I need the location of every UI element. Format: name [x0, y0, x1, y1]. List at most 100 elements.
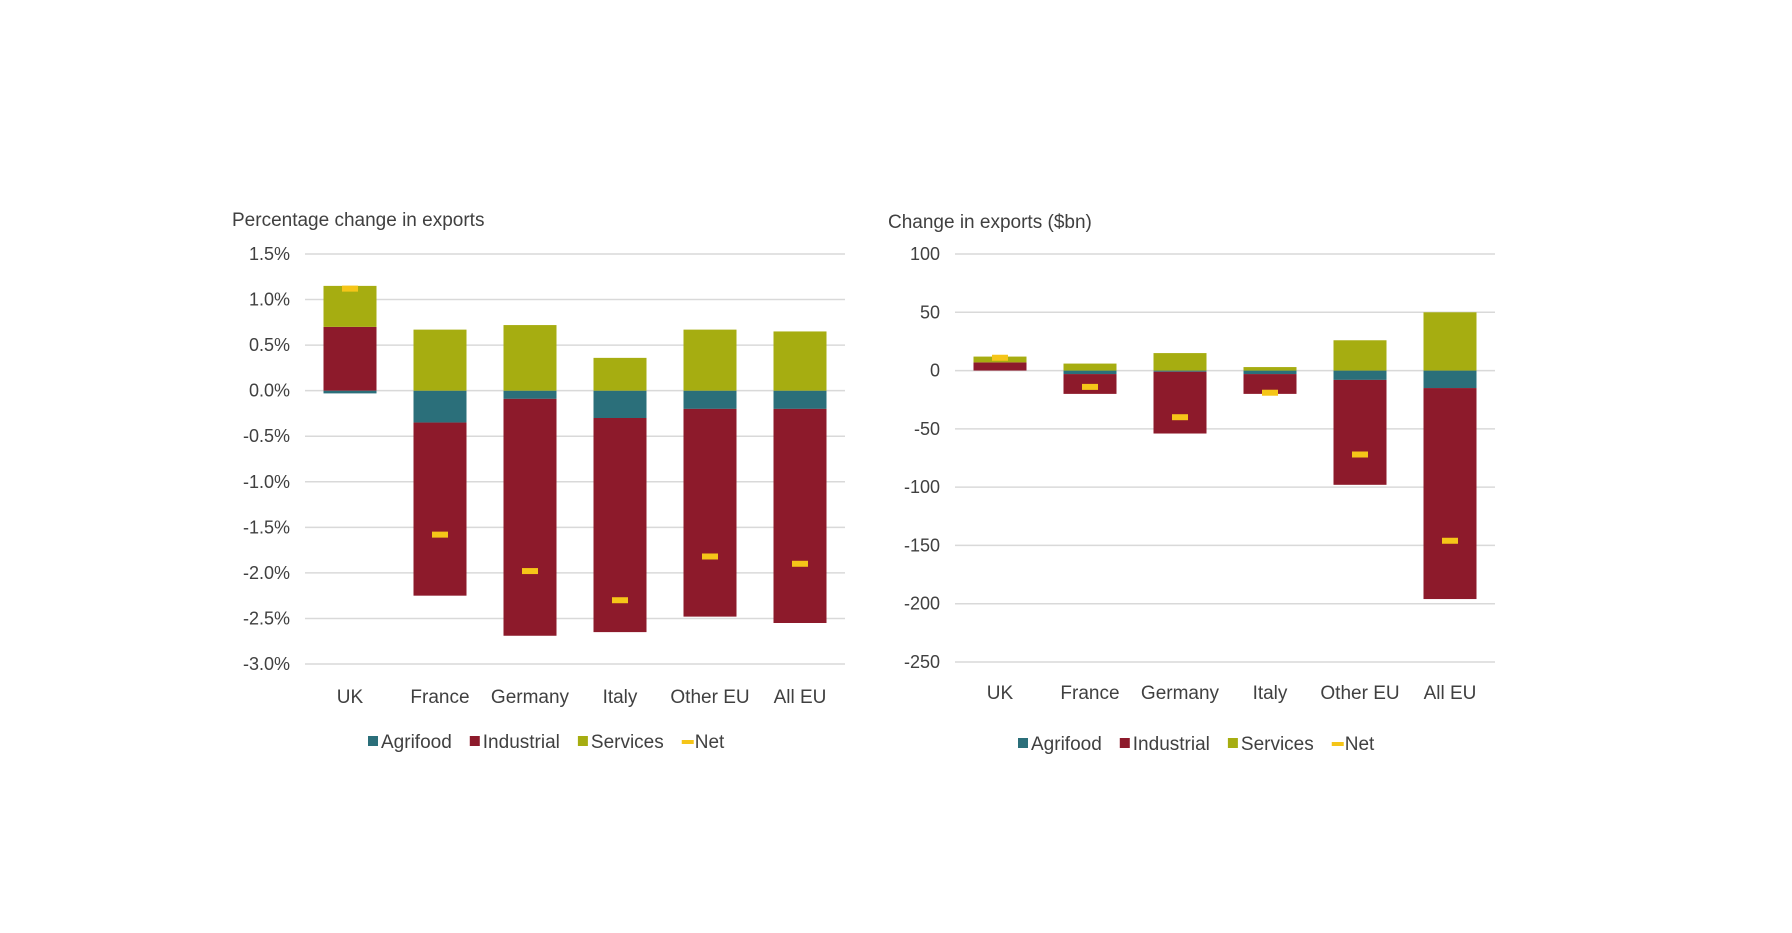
y-tick-label: 0.0% [249, 381, 290, 401]
legend-item-net: Net [1331, 734, 1375, 755]
bar-services-all-eu [1423, 312, 1477, 371]
legend-item-industrial: Industrial [1119, 734, 1210, 755]
x-tick-label: All EU [1424, 683, 1477, 704]
bar-industrial-germany [1153, 371, 1207, 434]
y-tick-label: -250 [904, 652, 940, 672]
net-marker-uk [342, 285, 358, 292]
x-tick-label: UK [987, 683, 1014, 704]
legend-item-agrifood: Agrifood [1018, 734, 1102, 755]
bar-agrifood-all-eu [1423, 370, 1477, 389]
bar-services-uk [323, 285, 377, 327]
y-tick-label: 1.5% [249, 244, 290, 264]
net-marker-uk [992, 354, 1008, 361]
x-tick-label: Germany [491, 687, 570, 708]
y-tick-label: -1.0% [243, 472, 290, 492]
net-marker-france [1082, 383, 1098, 390]
bar-services-germany [1153, 353, 1207, 371]
x-tick-label: UK [337, 687, 364, 708]
net-marker-france [432, 531, 448, 538]
change-bn-chart-svg: Change in exports ($bn) 100 50 0 -50 -100 -150… [888, 212, 1495, 755]
x-tick-label: Italy [1253, 683, 1288, 704]
bar-industrial-uk [323, 326, 377, 391]
y-tick-label: -1.5% [243, 517, 290, 537]
legend-item-industrial: Industrial [469, 732, 560, 753]
percentage-change-chart-svg: Percentage change in exports 1.5% 1.0% 0.5%… [232, 210, 845, 753]
bar-agrifood-other-eu [1333, 370, 1387, 380]
x-tick-label: Other EU [670, 687, 749, 708]
bar-services-italy [593, 357, 647, 391]
bar-agrifood-italy [1243, 370, 1297, 375]
legend-swatch-industrial [1119, 738, 1130, 748]
legend-label: Agrifood [1031, 734, 1102, 755]
y-tick-label: 0.5% [249, 335, 290, 355]
y-tick-label: -2.5% [243, 608, 290, 628]
x-tick-label: Italy [603, 687, 638, 708]
legend-label: Net [1345, 734, 1375, 755]
bar-services-france [413, 329, 467, 391]
chart-title: Percentage change in exports [232, 210, 484, 231]
legend-label: Industrial [1133, 734, 1210, 755]
x-tick-label: Germany [1141, 683, 1220, 704]
bar-industrial-other-eu [1333, 379, 1387, 485]
legend-swatch-agrifood [1018, 738, 1028, 748]
net-marker-germany [522, 568, 538, 575]
x-tick-label: France [1060, 683, 1119, 704]
net-marker-all-eu [1442, 537, 1458, 544]
legend-item-services: Services [1227, 734, 1314, 755]
net-marker-other-eu [1352, 451, 1368, 458]
net-marker-germany [1172, 414, 1188, 421]
bar-services-france [1063, 363, 1117, 371]
legend-label: Net [695, 732, 725, 753]
legend-item-agrifood: Agrifood [368, 732, 452, 753]
bar-agrifood-france [413, 390, 467, 423]
bar-agrifood-france [1063, 370, 1117, 375]
legend-label: Agrifood [381, 732, 452, 753]
bar-services-other-eu [683, 329, 737, 391]
y-tick-label: -100 [904, 477, 940, 497]
legend-label: Services [591, 732, 664, 753]
x-tick-label: France [410, 687, 469, 708]
legend-swatch-industrial [469, 736, 480, 746]
x-tick-label: Other EU [1320, 683, 1399, 704]
bar-agrifood-germany [1153, 370, 1207, 372]
legend-item-net: Net [681, 732, 725, 753]
net-marker-italy [612, 597, 628, 604]
bar-services-other-eu [1333, 340, 1387, 371]
bar-agrifood-germany [503, 390, 557, 399]
net-marker-other-eu [702, 553, 718, 560]
bar-industrial-all-eu [1423, 388, 1477, 600]
bar-services-germany [503, 325, 557, 391]
legend-swatch-net [681, 740, 694, 744]
bar-industrial-other-eu [683, 408, 737, 617]
bar-industrial-france [413, 422, 467, 596]
net-marker-all-eu [792, 560, 808, 567]
y-tick-label: -3.0% [243, 654, 290, 674]
legend-swatch-agrifood [368, 736, 378, 746]
bar-industrial-italy [1243, 374, 1297, 394]
y-tick-label: 50 [920, 302, 940, 322]
legend-label: Industrial [483, 732, 560, 753]
x-tick-label: All EU [774, 687, 827, 708]
bar-industrial-all-eu [773, 408, 827, 623]
legend-swatch-net [1331, 742, 1344, 746]
chart-title: Change in exports ($bn) [888, 212, 1092, 233]
y-tick-label: -2.0% [243, 563, 290, 583]
bar-industrial-uk [973, 362, 1027, 371]
y-tick-label: -50 [914, 419, 940, 439]
bar-industrial-italy [593, 418, 647, 633]
y-tick-label: 1.0% [249, 290, 290, 310]
y-tick-label: 100 [910, 244, 940, 264]
bar-agrifood-uk [323, 390, 377, 394]
legend-swatch-services [1227, 738, 1238, 748]
y-tick-label: -0.5% [243, 426, 290, 446]
y-tick-label: -150 [904, 535, 940, 555]
y-tick-label: 0 [930, 361, 940, 381]
net-marker-italy [1262, 389, 1278, 396]
chart-percentage-change: Percentage change in exports 1.5% 1.0% 0.5%… [0, 0, 880, 928]
bar-agrifood-italy [593, 390, 647, 418]
bar-agrifood-all-eu [773, 390, 827, 409]
bar-industrial-germany [503, 398, 557, 636]
legend-swatch-services [577, 736, 588, 746]
legend-label: Services [1241, 734, 1314, 755]
legend-item-services: Services [577, 732, 664, 753]
